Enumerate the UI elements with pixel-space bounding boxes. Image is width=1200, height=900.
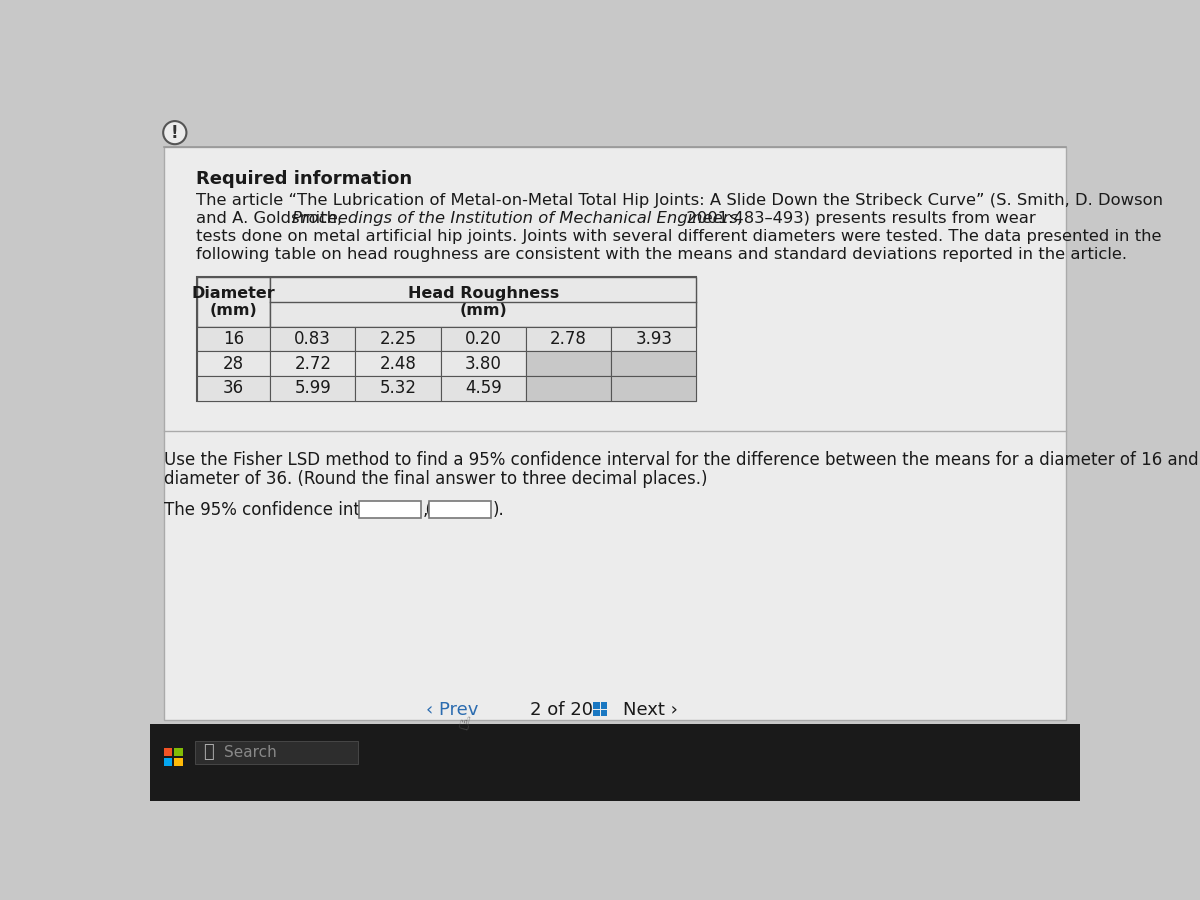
Bar	[601, 702, 607, 708]
Bar	[197, 351, 270, 376]
Bar	[355, 376, 440, 400]
Text: Required information: Required information	[197, 169, 413, 187]
Bar	[593, 710, 600, 716]
Bar	[197, 376, 270, 400]
Bar	[197, 327, 270, 351]
Bar	[355, 327, 440, 351]
Text: 16: 16	[223, 330, 244, 348]
Bar	[526, 376, 611, 400]
Bar	[526, 351, 611, 376]
Bar	[197, 277, 270, 327]
Bar	[440, 327, 526, 351]
Text: Proceedings of the Institution of Mechanical Engineers,: Proceedings of the Institution of Mechan…	[292, 212, 743, 226]
Bar	[164, 748, 173, 756]
Bar	[430, 500, 491, 518]
Text: 0.83: 0.83	[294, 330, 331, 348]
Text: 3.93: 3.93	[635, 330, 672, 348]
Text: 2001:483–493) presents results from wear: 2001:483–493) presents results from wear	[680, 212, 1036, 226]
Bar	[164, 147, 1066, 720]
Bar	[611, 327, 696, 351]
Bar	[174, 758, 182, 767]
Bar	[150, 724, 1080, 801]
Text: ).: ).	[492, 500, 504, 518]
Bar	[355, 351, 440, 376]
Bar	[197, 277, 696, 400]
Bar	[440, 376, 526, 400]
Bar	[611, 351, 696, 376]
Bar	[270, 351, 355, 376]
Text: ☝: ☝	[456, 714, 472, 734]
Text: 0.20: 0.20	[464, 330, 502, 348]
Text: and A. Goldsmith,: and A. Goldsmith,	[197, 212, 348, 226]
Bar	[611, 376, 696, 400]
Bar	[270, 327, 355, 351]
Text: ‹ Prev: ‹ Prev	[426, 701, 479, 719]
Bar	[164, 758, 173, 767]
Bar	[593, 702, 600, 708]
Text: Use the Fisher LSD method to find a 95% confidence interval for the difference b: Use the Fisher LSD method to find a 95% …	[164, 451, 1199, 469]
Text: ,: ,	[422, 500, 428, 518]
Text: Diameter
(mm): Diameter (mm)	[192, 286, 275, 319]
Text: 4.59: 4.59	[464, 379, 502, 397]
Text: 5.32: 5.32	[379, 379, 416, 397]
Text: diameter of 36. (Round the final answer to three decimal places.): diameter of 36. (Round the final answer …	[164, 470, 708, 488]
Text: ⌕: ⌕	[203, 743, 214, 761]
Text: 2.72: 2.72	[294, 355, 331, 373]
Bar	[359, 500, 421, 518]
Text: 5.99: 5.99	[294, 379, 331, 397]
Text: 2.48: 2.48	[379, 355, 416, 373]
Text: Head Roughness
(mm): Head Roughness (mm)	[408, 286, 559, 319]
Text: 3.80: 3.80	[464, 355, 502, 373]
Bar	[174, 748, 182, 756]
Text: tests done on metal artificial hip joints. Joints with several different diamete: tests done on metal artificial hip joint…	[197, 229, 1162, 244]
Bar	[601, 710, 607, 716]
Bar	[440, 351, 526, 376]
Text: The article “The Lubrication of Metal-on-Metal Total Hip Joints: A Slide Down th: The article “The Lubrication of Metal-on…	[197, 194, 1164, 209]
Bar	[526, 327, 611, 351]
Text: The 95% confidence interval is (: The 95% confidence interval is (	[164, 500, 432, 518]
Text: !: !	[170, 123, 179, 141]
Bar	[270, 277, 696, 327]
Text: 28: 28	[223, 355, 244, 373]
Text: Search: Search	[223, 745, 276, 760]
Text: 2.25: 2.25	[379, 330, 416, 348]
Bar	[270, 376, 355, 400]
Text: following table on head roughness are consistent with the means and standard dev: following table on head roughness are co…	[197, 247, 1128, 262]
Text: 2.78: 2.78	[550, 330, 587, 348]
Text: Next ›: Next ›	[623, 701, 678, 719]
Circle shape	[163, 122, 186, 144]
Text: 2 of 20: 2 of 20	[529, 701, 593, 719]
Text: 36: 36	[223, 379, 244, 397]
Bar	[194, 741, 358, 764]
